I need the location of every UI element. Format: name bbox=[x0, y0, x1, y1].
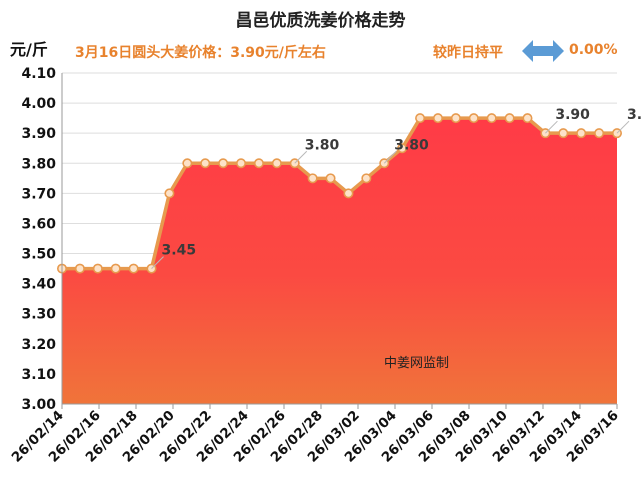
y-tick-label: 4.00 bbox=[21, 96, 56, 112]
data-point bbox=[325, 173, 336, 184]
y-tick-label: 3.80 bbox=[21, 156, 56, 172]
data-label-leader bbox=[151, 256, 164, 269]
data-point bbox=[182, 158, 193, 169]
data-label-leader bbox=[294, 150, 308, 164]
y-tick-label: 4.10 bbox=[21, 66, 56, 82]
data-point bbox=[361, 173, 372, 184]
y-tick-label: 3.20 bbox=[21, 337, 56, 353]
data-point bbox=[522, 113, 533, 124]
y-tick-label: 3.40 bbox=[21, 277, 56, 293]
data-point bbox=[253, 158, 264, 169]
data-point bbox=[307, 173, 318, 184]
data-point bbox=[110, 263, 121, 274]
change-percent: 0.00% bbox=[569, 42, 618, 58]
price-note: 3月16日圆头大姜价格：3.90元/斤左右 bbox=[75, 45, 326, 61]
data-point bbox=[92, 263, 103, 274]
compare-label: 较昨日持平 bbox=[433, 45, 503, 61]
data-point bbox=[128, 263, 139, 274]
y-tick-label: 3.70 bbox=[21, 186, 56, 202]
data-label-leader bbox=[383, 150, 397, 164]
data-point bbox=[594, 128, 605, 139]
data-point bbox=[74, 263, 85, 274]
data-point bbox=[397, 143, 408, 154]
watermark-text: 中姜网监制 bbox=[384, 356, 450, 371]
data-label: 3.90 bbox=[627, 107, 641, 123]
data-point bbox=[200, 158, 211, 169]
data-point bbox=[236, 158, 247, 169]
data-label-leader bbox=[545, 120, 558, 134]
data-point bbox=[558, 128, 569, 139]
y-tick-label: 3.10 bbox=[21, 367, 56, 383]
double-arrow-icon bbox=[522, 40, 564, 62]
data-point bbox=[450, 113, 461, 124]
data-point bbox=[576, 128, 587, 139]
data-label: 3.90 bbox=[555, 107, 590, 123]
data-label: 3.45 bbox=[162, 243, 197, 259]
data-point bbox=[218, 158, 229, 169]
y-tick-label: 3.00 bbox=[21, 397, 56, 413]
data-label: 3.80 bbox=[394, 137, 429, 153]
y-tick-label: 3.90 bbox=[21, 126, 56, 142]
data-point bbox=[271, 158, 282, 169]
y-tick-label: 3.50 bbox=[21, 247, 56, 263]
data-point bbox=[164, 188, 175, 199]
data-point bbox=[415, 113, 426, 124]
chart-title: 昌邑优质洗姜价格走势 bbox=[235, 11, 406, 31]
data-point bbox=[468, 113, 479, 124]
data-point bbox=[486, 113, 497, 124]
data-point bbox=[343, 188, 354, 199]
y-axis-unit: 元/斤 bbox=[10, 40, 48, 59]
data-label: 3.80 bbox=[305, 137, 340, 153]
y-tick-label: 3.60 bbox=[21, 216, 56, 232]
data-point bbox=[504, 113, 515, 124]
y-tick-label: 3.30 bbox=[21, 307, 56, 323]
price-area-fill bbox=[62, 118, 617, 405]
data-point bbox=[432, 113, 443, 124]
data-label-leader bbox=[616, 120, 630, 134]
